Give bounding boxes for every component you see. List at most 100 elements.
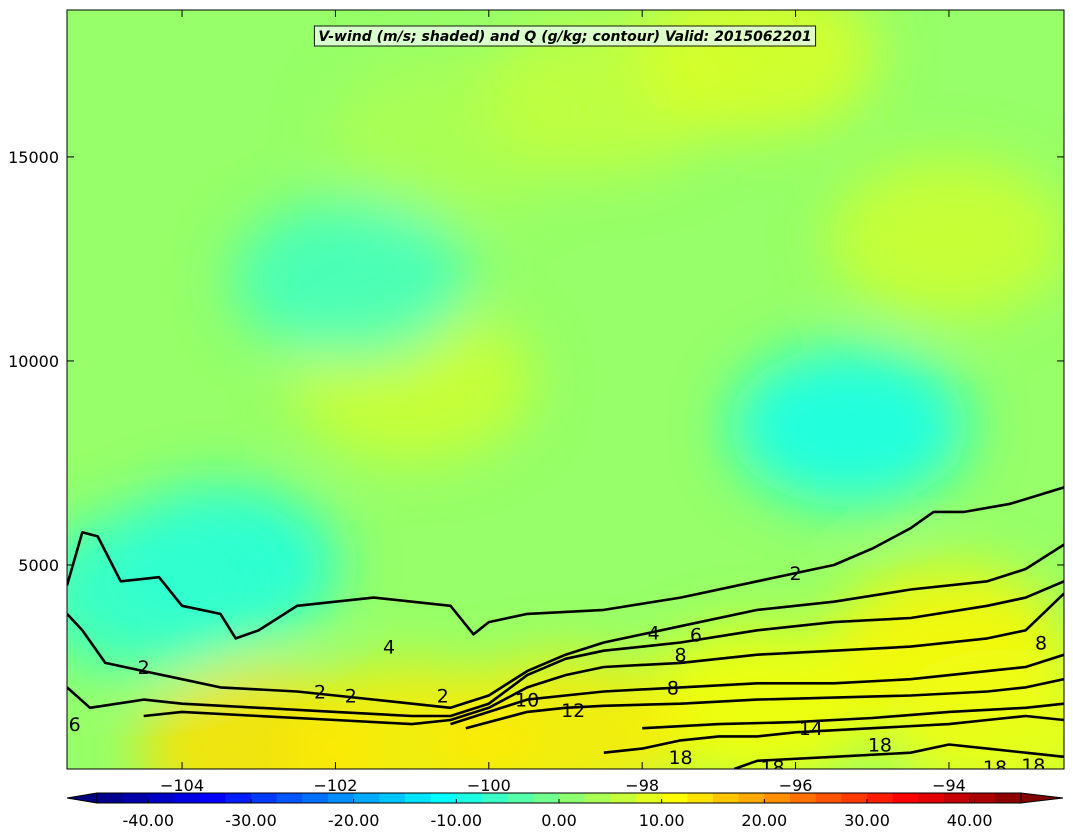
y-tick-label: 15000 <box>8 148 59 167</box>
q-contour-label: 2 <box>437 686 449 708</box>
colorbar-segment <box>456 793 483 803</box>
colorbar-segment <box>841 793 868 803</box>
q-contour-4 <box>67 543 1064 710</box>
v-wind-region <box>230 199 471 360</box>
q-contour-label: 8 <box>1035 633 1047 655</box>
colorbar: -40.00 -30.00 -20.00 -10.00 0.00 10.00 20.00 30… <box>66 792 1064 830</box>
q-contour-8 <box>143 592 1064 726</box>
y-tick-label: 10000 <box>8 352 59 371</box>
q-contour-label: 18 <box>983 757 1007 779</box>
colorbar-segment <box>610 793 637 803</box>
q-contour-label: 12 <box>561 700 585 722</box>
v-wind-region <box>67 513 264 674</box>
colorbar-segment <box>892 793 919 803</box>
colorbar-segment <box>867 793 894 803</box>
q-contour-label: 4 <box>383 637 395 659</box>
colorbar-segment <box>405 793 432 803</box>
colorbar-segment <box>636 793 663 803</box>
colorbar-segment <box>687 793 714 803</box>
q-contour-12 <box>465 677 1064 730</box>
colorbar-segment <box>251 793 278 803</box>
colorbar-segment <box>713 793 740 803</box>
q-contour-label: 8 <box>674 645 686 667</box>
colorbar-segment <box>764 793 791 803</box>
q-contour-2 <box>67 486 1064 640</box>
q-contour-label: 6 <box>69 714 81 736</box>
colorbar-segment <box>482 793 509 803</box>
x-tick-label: −104 <box>160 776 204 795</box>
y-axis: 5000 10000 15000 <box>8 148 1064 575</box>
q-contour-10 <box>450 653 1064 726</box>
colorbar-segment <box>302 793 329 803</box>
x-tick-label: −98 <box>625 776 659 795</box>
plot-frame <box>66 9 1065 770</box>
q-contour-label: 2 <box>790 563 802 585</box>
colorbar-segment <box>328 793 355 803</box>
colorbar-segment <box>584 793 611 803</box>
colorbar-segment <box>174 793 201 803</box>
colorbar-segment <box>353 793 380 803</box>
colorbar-segment <box>559 793 586 803</box>
q-contour-label: 4 <box>648 622 660 644</box>
colorbar-tick-label: 30.00 <box>844 811 890 830</box>
colorbar-segment <box>148 793 175 803</box>
colorbar-segment <box>379 793 406 803</box>
x-tick-label: −96 <box>779 776 813 795</box>
colorbar-tick-label: -20.00 <box>328 811 380 830</box>
colorbar-tick-label: -30.00 <box>225 811 277 830</box>
colorbar-segment <box>944 793 971 803</box>
q-contour-label: 8 <box>667 677 679 699</box>
colorbar-tick-label: 20.00 <box>741 811 787 830</box>
colorbar-extend-max <box>1020 792 1064 804</box>
colorbar-segment <box>97 793 124 803</box>
q-contour-label: 10 <box>515 690 539 712</box>
colorbar-segment <box>995 793 1022 803</box>
colorbar-tick-label: 10.00 <box>639 811 685 830</box>
q-contour-label: 18 <box>1021 755 1045 777</box>
colorbar-segment <box>122 793 149 803</box>
colorbar-segment <box>738 793 765 803</box>
colorbar-extend-min <box>66 792 98 804</box>
colorbar-segment <box>533 793 560 803</box>
colorbar-segment <box>790 793 817 803</box>
q-contours <box>67 486 1064 769</box>
colorbar-segment <box>507 793 534 803</box>
colorbar-segment <box>225 793 252 803</box>
x-tick-label: −102 <box>313 776 357 795</box>
y-tick-label: 5000 <box>18 556 59 575</box>
x-axis: −104 −102 −100 −98 −96 −94 <box>160 10 966 795</box>
q-contour-16 <box>603 714 1064 754</box>
q-contour-14 <box>642 702 1064 730</box>
colorbar-segment <box>276 793 303 803</box>
x-tick-label: −100 <box>467 776 511 795</box>
q-contour-label: 6 <box>690 624 702 646</box>
x-tick-label: −94 <box>932 776 966 795</box>
q-contour-label: 18 <box>868 735 892 757</box>
q-contour-label: 2 <box>138 657 150 679</box>
q-contour-6 <box>67 580 1064 718</box>
colorbar-segment <box>815 793 842 803</box>
colorbar-segment <box>430 793 457 803</box>
q-contour-label: 18 <box>760 757 784 779</box>
colorbar-tick-label: 0.00 <box>541 811 577 830</box>
colorbar-segment <box>199 793 226 803</box>
colorbar-tick-label: -40.00 <box>123 811 175 830</box>
chart-title: V-wind (m/s; shaded) and Q (g/kg; contou… <box>318 29 811 45</box>
colorbar-segment <box>661 793 688 803</box>
colorbar-segment <box>969 793 996 803</box>
q-contour-label: 2 <box>314 681 326 703</box>
colorbar-tick-label: 40.00 <box>947 811 993 830</box>
colorbar-segment <box>918 793 945 803</box>
q-contour-label: 18 <box>668 747 692 769</box>
chart-title-background <box>313 25 817 47</box>
chart-title-box: V-wind (m/s; shaded) and Q (g/kg; contou… <box>313 25 817 47</box>
colorbar-tick-label: -10.00 <box>431 811 483 830</box>
v-wind-region <box>828 158 1064 319</box>
q-contour-label: 2 <box>345 686 357 708</box>
q-contour-18 <box>733 743 1064 769</box>
v-wind-shading <box>67 10 1064 769</box>
v-wind-region <box>729 346 970 507</box>
